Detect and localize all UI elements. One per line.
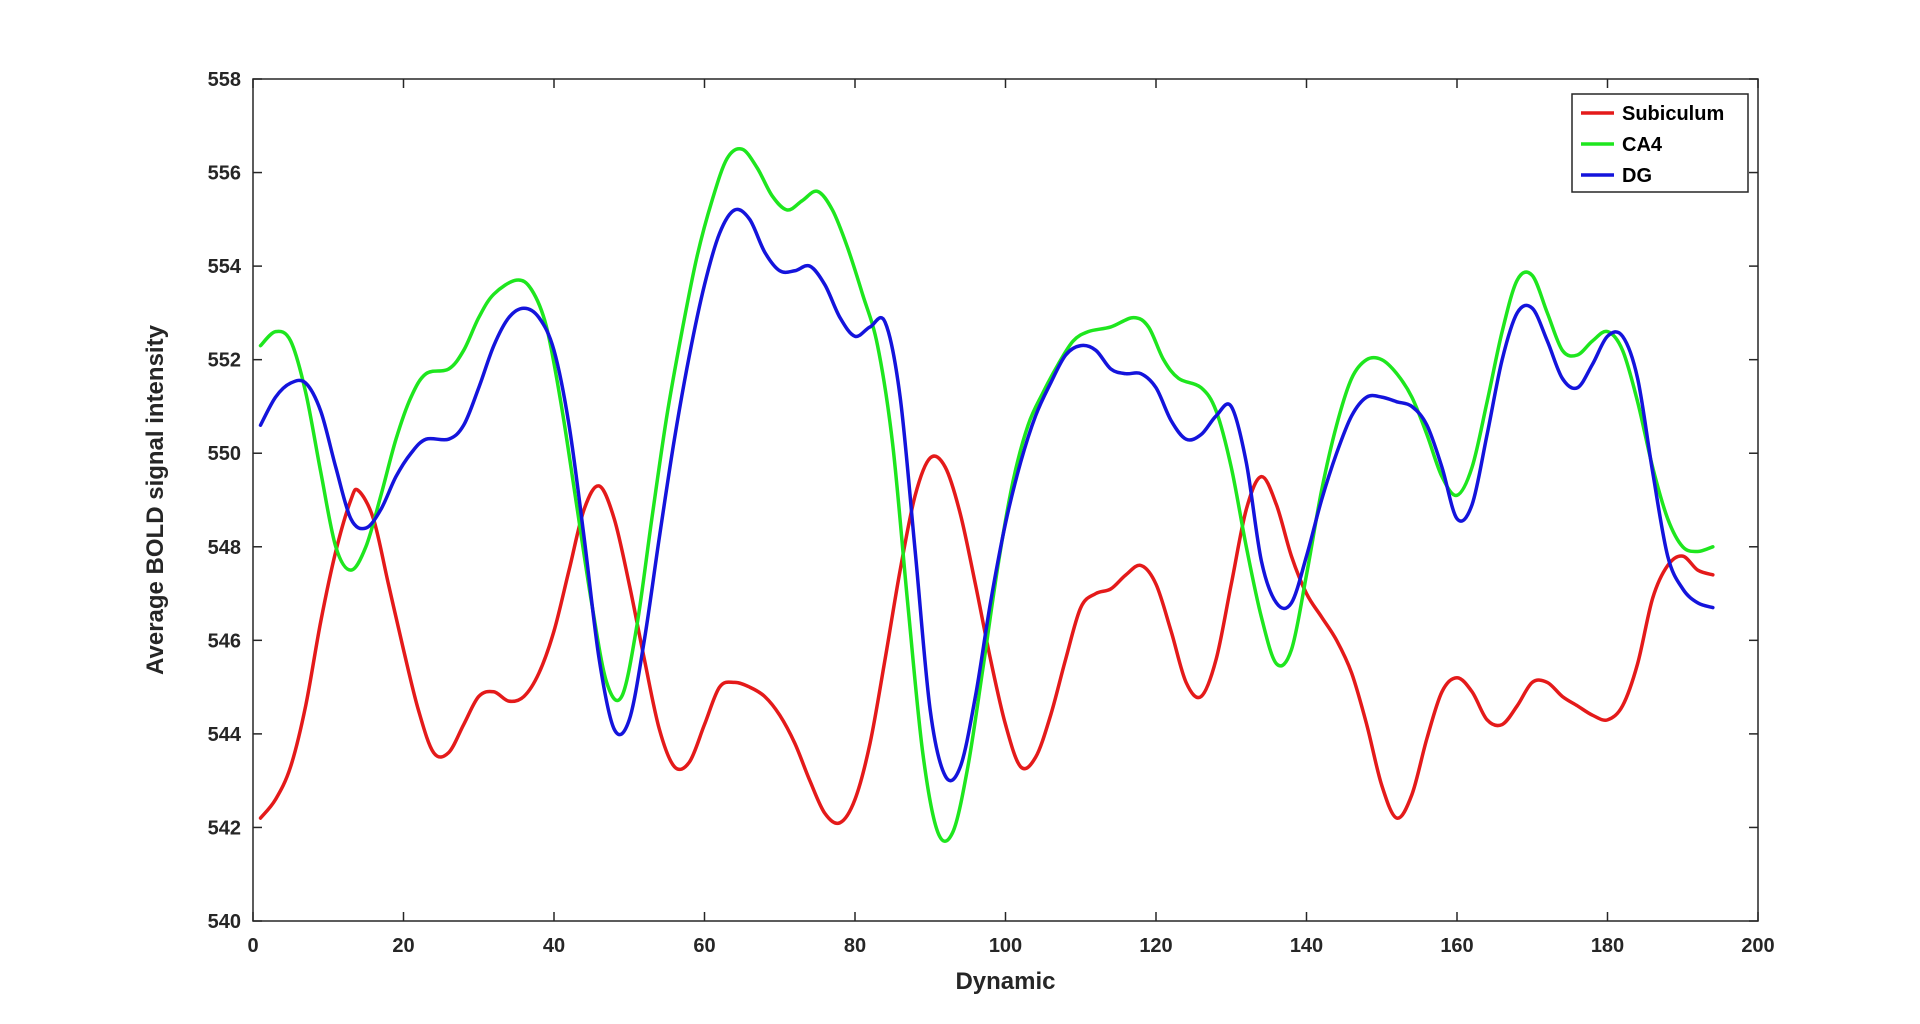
legend-label: CA4	[1622, 134, 1663, 156]
x-tick-label: 180	[1591, 935, 1624, 957]
y-tick-label: 542	[208, 817, 241, 839]
y-tick-label: 552	[208, 350, 241, 372]
y-tick-label: 556	[208, 163, 241, 185]
x-tick-label: 80	[844, 935, 866, 957]
x-tick-label: 200	[1741, 935, 1774, 957]
x-tick-label: 20	[392, 935, 414, 957]
x-tick-label: 140	[1290, 935, 1323, 957]
axes-layer: 0 20 40 60 80 100 120 140 160 180 200 540 542 544 546 5…	[208, 69, 1775, 957]
x-tick-label: 120	[1139, 935, 1172, 957]
x-tick-label: 60	[693, 935, 715, 957]
x-tick-label: 160	[1440, 935, 1473, 957]
y-tick-label: 546	[208, 630, 241, 652]
y-tick-label: 550	[208, 443, 241, 465]
x-tick-label: 100	[989, 935, 1022, 957]
y-tick-label: 548	[208, 537, 241, 559]
y-tick-label: 554	[208, 256, 242, 278]
series-line-dg	[258, 207, 1715, 783]
y-tick-label: 544	[208, 724, 242, 746]
x-tick-label: 0	[247, 935, 258, 957]
y-tick-label: 558	[208, 69, 241, 91]
plot-area	[252, 78, 1759, 922]
y-axis-title: Average BOLD signal intensity	[142, 324, 169, 675]
legend-label: Subiculum	[1622, 103, 1724, 125]
series-line-ca4	[258, 147, 1715, 843]
x-tick-label: 40	[543, 935, 565, 957]
series-line-subiculum	[258, 454, 1715, 826]
legend: Subiculum CA4 DG	[1571, 93, 1749, 193]
legend-label: DG	[1622, 165, 1652, 187]
x-axis-title: Dynamic	[955, 968, 1055, 995]
series-layer	[258, 147, 1715, 843]
y-tick-label: 540	[208, 911, 241, 933]
